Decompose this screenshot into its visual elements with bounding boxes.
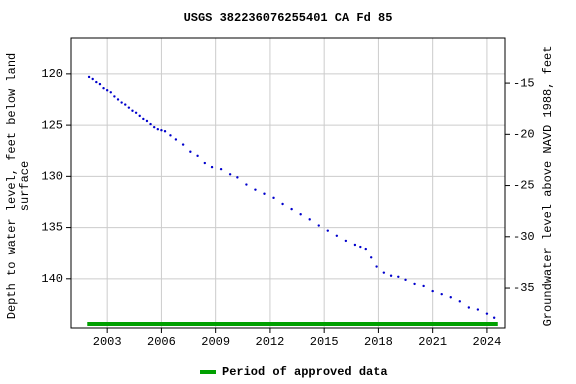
data-point	[134, 111, 138, 115]
data-point	[254, 188, 257, 191]
x-tick-label: 2009	[201, 335, 230, 349]
data-point	[317, 224, 320, 227]
chart-title: USGS 382236076255401 CA Fd 85	[184, 11, 393, 25]
data-point	[131, 109, 134, 112]
data-point	[169, 134, 172, 137]
x-tick-label: 2012	[256, 335, 285, 349]
data-point	[105, 89, 109, 92]
data-point	[382, 271, 386, 274]
y-axis-label: Depth to water level, feet below land	[5, 53, 19, 319]
data-point	[102, 87, 105, 90]
y2-tick-label: -30	[513, 230, 535, 244]
data-point	[364, 247, 367, 251]
y-tick-label: 130	[41, 170, 63, 184]
data-point	[369, 256, 373, 259]
data-point	[228, 173, 232, 176]
data-point	[389, 274, 393, 277]
data-point	[245, 183, 248, 186]
data-point	[145, 119, 149, 123]
data-point	[449, 296, 452, 299]
data-point	[91, 77, 94, 81]
legend-label: Period of approved data	[222, 365, 388, 379]
data-point	[353, 243, 357, 247]
y2-tick-label: -25	[513, 179, 535, 193]
data-point	[95, 80, 98, 84]
x-tick-label: 2003	[93, 335, 122, 349]
data-point	[492, 316, 496, 319]
data-point	[485, 312, 489, 315]
data-point	[359, 245, 362, 249]
x-tick-label: 2015	[310, 335, 339, 349]
data-point	[116, 98, 120, 101]
data-point	[174, 138, 178, 141]
data-point	[299, 213, 302, 216]
data-point	[431, 289, 434, 293]
y2-tick-label: -35	[513, 281, 535, 295]
data-point	[308, 218, 311, 221]
data-point	[272, 196, 275, 200]
x-tick-label: 2018	[364, 335, 393, 349]
data-point	[263, 192, 266, 195]
data-point	[124, 103, 127, 106]
data-point	[120, 101, 123, 104]
data-point	[160, 129, 163, 132]
y2-axis-label: Groundwater level above NAVD 1988, feet	[541, 46, 555, 327]
data-point	[290, 207, 293, 211]
data-point	[375, 265, 378, 268]
data-point	[142, 117, 145, 121]
data-point	[281, 202, 284, 206]
data-point	[149, 122, 152, 126]
data-point	[326, 229, 329, 232]
y2-tick-label: -20	[513, 127, 535, 141]
data-point	[203, 161, 207, 165]
data-point	[219, 167, 223, 171]
data-point	[344, 239, 348, 243]
data-point	[87, 75, 91, 79]
data-point	[422, 284, 425, 288]
plot-frame	[70, 37, 506, 329]
data-point	[152, 125, 156, 129]
data-point	[163, 130, 167, 133]
data-point	[156, 128, 159, 131]
x-tick-label: 2024	[473, 335, 502, 349]
data-point	[397, 275, 400, 278]
data-point	[181, 143, 185, 146]
data-point	[98, 82, 102, 86]
y-tick-label: 140	[41, 272, 63, 286]
data-point	[236, 176, 239, 179]
y-tick-label: 135	[41, 221, 63, 235]
data-point	[458, 300, 461, 303]
y-axis-label: surface	[18, 161, 32, 211]
data-point	[404, 278, 407, 282]
x-tick-label: 2006	[147, 335, 176, 349]
data-point	[138, 114, 141, 118]
y2-tick-label: -15	[513, 76, 535, 90]
data-point	[109, 91, 112, 94]
y-tick-label: 125	[41, 118, 63, 132]
data-point	[196, 154, 199, 158]
data-point	[189, 150, 192, 153]
data-point	[476, 308, 480, 311]
x-tick-label: 2021	[418, 335, 447, 349]
data-point	[467, 306, 471, 309]
data-point	[210, 165, 214, 169]
data-point	[440, 292, 443, 296]
data-point	[413, 282, 416, 286]
data-point	[113, 95, 116, 98]
data-point	[127, 106, 131, 109]
data-point	[335, 234, 339, 237]
y-tick-label: 120	[41, 67, 63, 81]
